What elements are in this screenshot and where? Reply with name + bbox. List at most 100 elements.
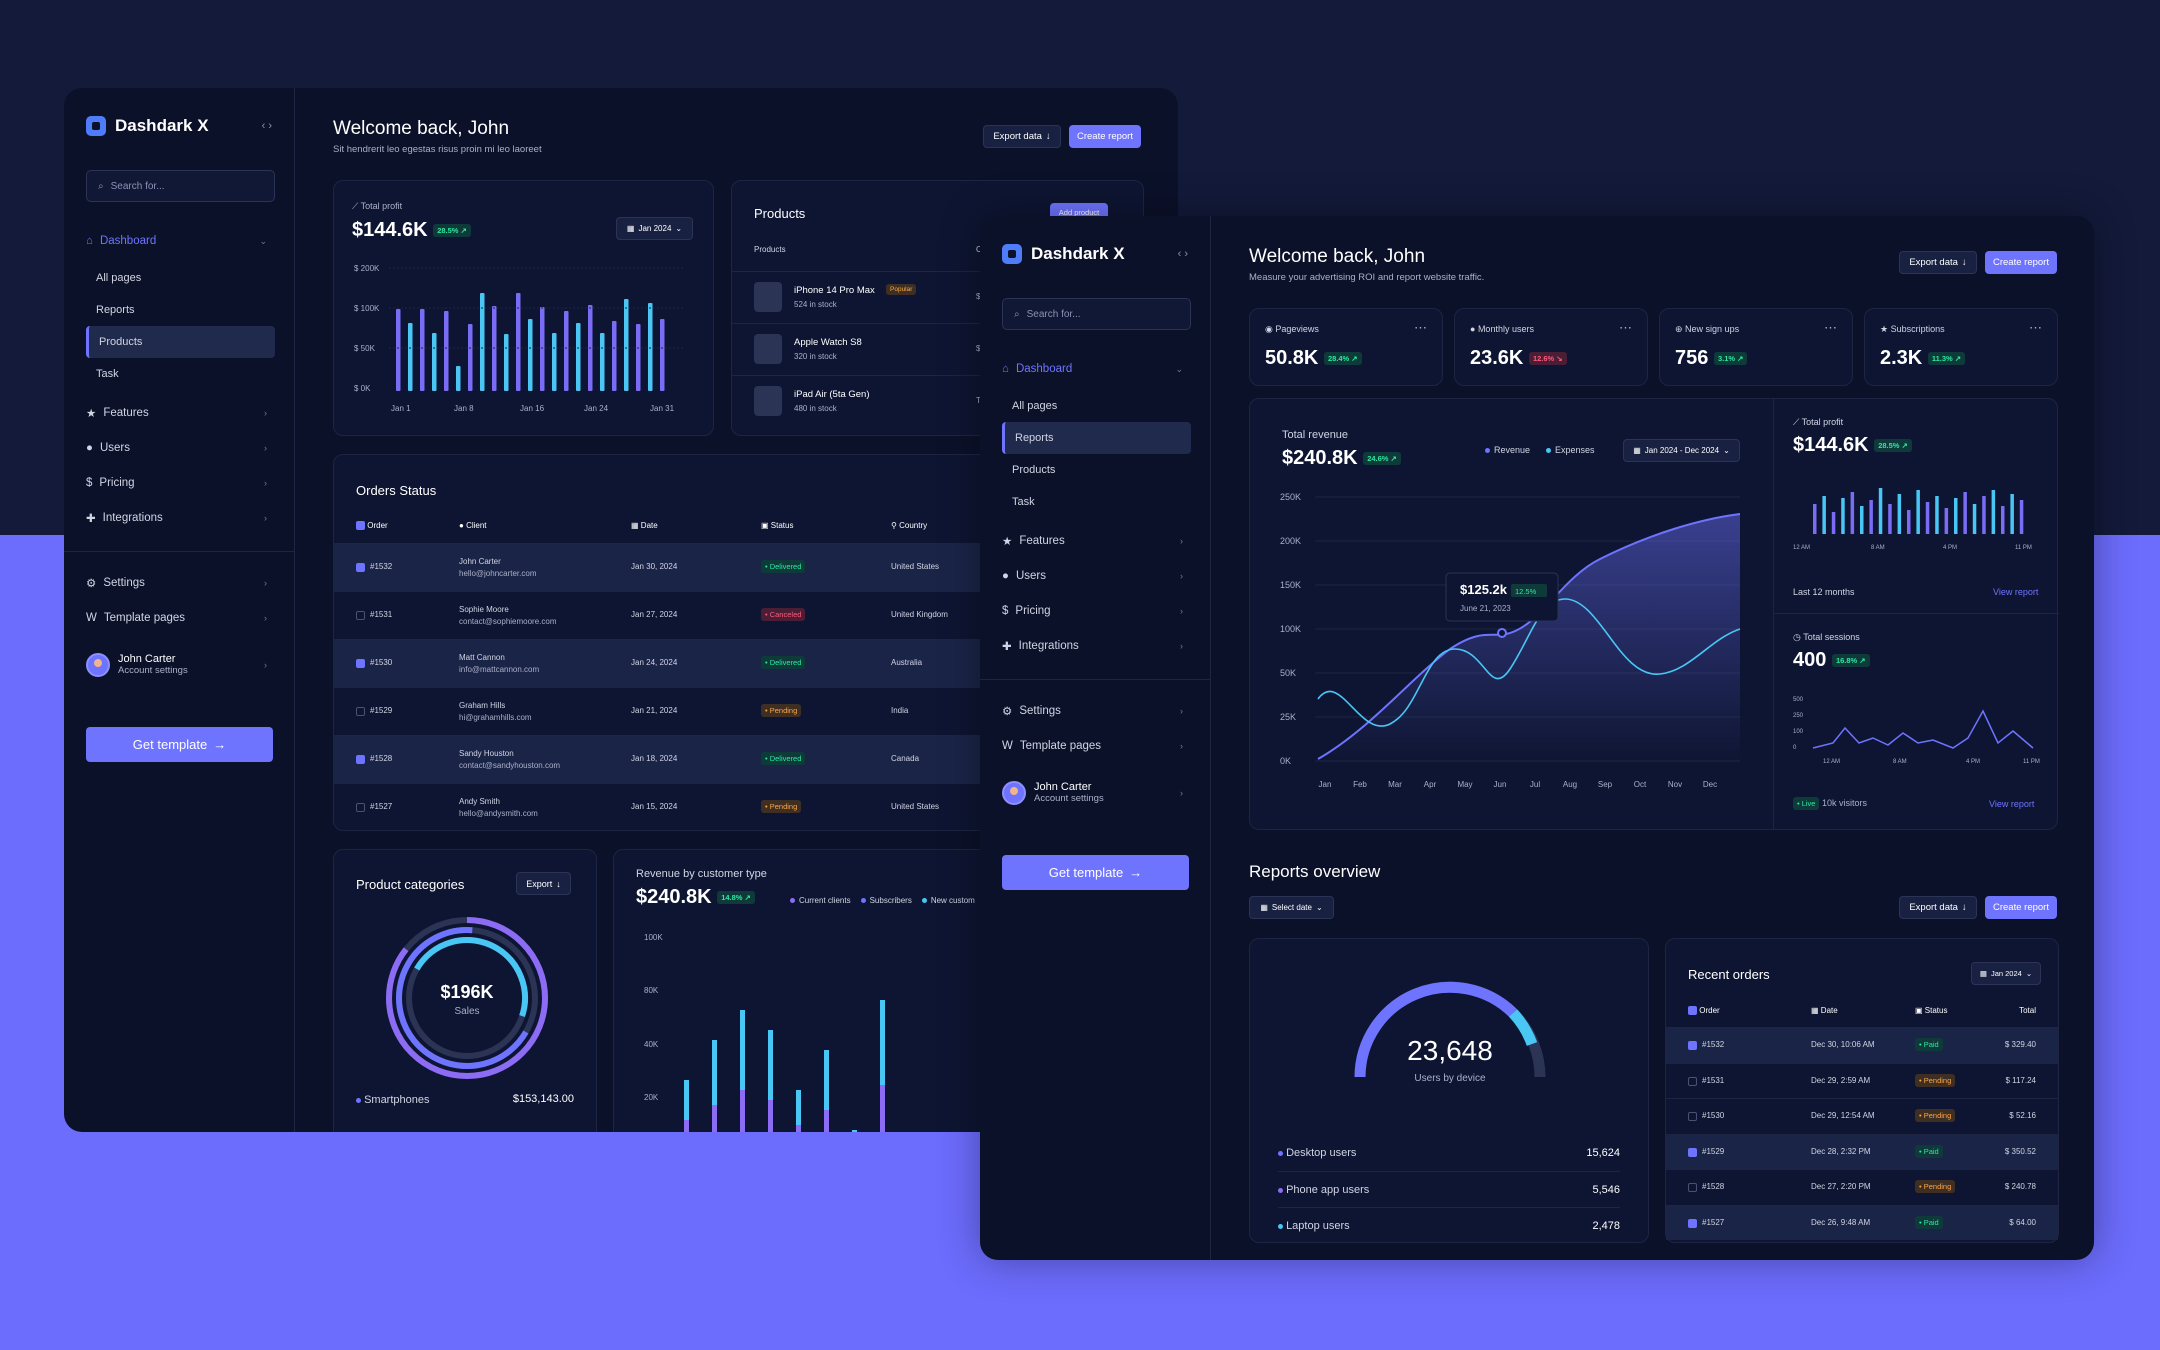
- sidebar-item-users[interactable]: ● Users ›: [1002, 570, 1183, 582]
- profit-bar: [1907, 510, 1911, 534]
- table-row[interactable]: #1530 Dec 29, 12:54 AM • Pending $ 52.16: [1666, 1098, 2058, 1134]
- y-tick: 50K: [1280, 668, 1296, 678]
- sidebar-item-settings[interactable]: ⚙ Settings ›: [1002, 705, 1183, 718]
- more-options-icon[interactable]: ⋯: [1414, 320, 1427, 335]
- row-checkbox[interactable]: [1688, 1112, 1697, 1121]
- get-template-button[interactable]: Get template →: [1002, 855, 1189, 890]
- revcust-bar-chart: 100K 80K 40K 20K: [644, 933, 885, 1132]
- export-data-button[interactable]: Export data ↓: [983, 125, 1061, 148]
- search-input[interactable]: ⌕ Search for...: [1002, 298, 1191, 330]
- sidebar-subitem-all-pages[interactable]: All pages: [1012, 400, 1058, 412]
- collapse-sidebar-icon[interactable]: ‹ ›: [261, 120, 272, 132]
- row-checkbox[interactable]: [356, 563, 365, 572]
- month-select[interactable]: ▦ Jan 2024 ⌄: [1971, 962, 2041, 985]
- row-checkbox[interactable]: [356, 611, 365, 620]
- sidebar-subitem-reports[interactable]: Reports: [1002, 422, 1191, 454]
- chevron-right-icon: ›: [1180, 571, 1183, 581]
- table-row[interactable]: #1531 Sophie Moore contact@sophiemoore.com…: [334, 591, 1143, 639]
- user-account[interactable]: John Carter Account settings ›: [1002, 776, 1191, 810]
- sidebar-item-features[interactable]: ★ Features ›: [86, 407, 267, 420]
- row-checkbox[interactable]: [1688, 1183, 1697, 1192]
- export-data-button[interactable]: Export data ↓: [1899, 251, 1977, 274]
- sidebar-subitem-all-pages[interactable]: All pages: [96, 272, 142, 284]
- avatar: [86, 653, 110, 677]
- sidebar-item-features[interactable]: ★ Features ›: [1002, 535, 1183, 548]
- brand-logo[interactable]: Dashdark X: [1002, 244, 1125, 264]
- table-row[interactable]: #1527 Andy Smith hello@andysmith.com Jan 15…: [334, 783, 1143, 831]
- product-row[interactable]: iPad Air (5ta Gen) 480 in stock T: [732, 375, 1143, 427]
- collapse-sidebar-icon[interactable]: ‹ ›: [1177, 248, 1188, 260]
- create-report-button[interactable]: Create report: [1985, 251, 2057, 274]
- change-badge: 3.1% ↗: [1713, 352, 1748, 366]
- row-checkbox[interactable]: [1688, 1147, 1697, 1157]
- table-row[interactable]: #1527 Dec 26, 9:48 AM • Paid $ 64.00: [1666, 1204, 2058, 1240]
- w-icon: W: [1002, 740, 1013, 752]
- sidebar-subitem-reports[interactable]: Reports: [96, 304, 135, 316]
- export-data-button[interactable]: Export data ↓: [1899, 896, 1977, 919]
- brand-logo[interactable]: Dashdark X: [86, 116, 209, 136]
- sidebar-item-template-pages[interactable]: W Template pages ›: [86, 612, 267, 624]
- more-options-icon[interactable]: ⋯: [1619, 320, 1632, 335]
- y-tick: 150K: [1280, 580, 1301, 590]
- order-date: Dec 26, 9:48 AM: [1811, 1217, 1871, 1227]
- create-report-button[interactable]: Create report: [1985, 896, 2057, 919]
- sidebar-item-pricing[interactable]: $ Pricing ›: [1002, 605, 1183, 617]
- get-template-button[interactable]: Get template →: [86, 727, 273, 762]
- sidebar-item-integrations[interactable]: ✚ Integrations ›: [86, 512, 267, 525]
- table-row[interactable]: #1528 Dec 27, 2:20 PM • Pending $ 240.78: [1666, 1169, 2058, 1205]
- sidebar-subitem-products[interactable]: Products: [86, 326, 275, 358]
- view-report-link[interactable]: View report: [1989, 799, 2035, 809]
- search-input[interactable]: ⌕ Search for...: [86, 170, 275, 202]
- table-row[interactable]: #1531 Dec 29, 2:59 AM • Pending $ 117.24: [1666, 1062, 2058, 1099]
- sidebar-item-pricing[interactable]: $ Pricing ›: [86, 477, 267, 489]
- sidebar-item-settings[interactable]: ⚙ Settings ›: [86, 577, 267, 590]
- product-row[interactable]: iPhone 14 Pro Max Popular 524 in stock $: [732, 271, 1143, 323]
- legend-item: Subscribers: [860, 896, 912, 905]
- dollar-icon: $: [1002, 605, 1009, 617]
- table-row[interactable]: #1529 Dec 28, 2:32 PM • Paid $ 350.52: [1666, 1133, 2058, 1169]
- row-checkbox[interactable]: [356, 803, 365, 812]
- product-row[interactable]: Apple Watch S8 320 in stock $: [732, 323, 1143, 375]
- sidebar-item-users[interactable]: ● Users ›: [86, 442, 267, 454]
- user-account[interactable]: John Carter Account settings ›: [86, 648, 275, 682]
- chevron-right-icon: ›: [264, 513, 267, 523]
- sidebar-item-template-pages[interactable]: W Template pages ›: [1002, 740, 1183, 752]
- row-checkbox[interactable]: [1688, 1076, 1697, 1086]
- sidebar-item-dashboard[interactable]: ⌂ Dashboard ⌄: [1002, 363, 1183, 375]
- stat-label: ◉ Pageviews: [1265, 324, 1319, 334]
- sidebar-item-dashboard[interactable]: ⌂ Dashboard ⌄: [86, 235, 267, 247]
- profit-bar: [660, 319, 665, 391]
- order-date: Jan 30, 2024: [631, 562, 678, 571]
- select-date-button[interactable]: ▦ Select date ⌄: [1249, 896, 1334, 919]
- more-options-icon[interactable]: ⋯: [1824, 320, 1837, 335]
- sidebar-item-integrations[interactable]: ✚ Integrations ›: [1002, 640, 1183, 653]
- sidebar-subitem-task[interactable]: Task: [1012, 496, 1035, 508]
- stat-value: 756: [1675, 347, 1709, 369]
- date-select[interactable]: ▦ Jan 2024 ⌄: [616, 217, 693, 240]
- avatar: [1002, 781, 1026, 805]
- status-badge: • Canceled: [761, 608, 806, 621]
- table-row[interactable]: #1529 Graham Hills hi@grahamhills.com Jan 2…: [334, 687, 1143, 735]
- row-checkbox[interactable]: [356, 755, 365, 764]
- sidebar-subitem-task[interactable]: Task: [96, 368, 119, 380]
- sidebar-subitem-products[interactable]: Products: [1012, 464, 1056, 476]
- select-all-checkbox[interactable]: [356, 521, 365, 531]
- status-badge: • Delivered: [761, 560, 806, 573]
- x-tick: Nov: [1668, 780, 1682, 789]
- total-profit-card: ⟋ Total profit $144.6K 28.5% ↗ ▦ Jan 2024…: [333, 180, 714, 436]
- profit-bar: [408, 323, 413, 391]
- dollar-icon: $: [86, 477, 93, 489]
- row-checkbox[interactable]: [1688, 1218, 1697, 1228]
- profit-bar: [648, 303, 653, 391]
- row-checkbox[interactable]: [356, 707, 365, 716]
- select-all-checkbox[interactable]: [1688, 1006, 1697, 1016]
- export-button[interactable]: Export ↓: [516, 872, 571, 895]
- create-report-button[interactable]: Create report: [1069, 125, 1141, 148]
- row-checkbox[interactable]: [1688, 1041, 1697, 1050]
- more-options-icon[interactable]: ⋯: [2029, 320, 2042, 335]
- chevron-down-icon: ⌄: [1723, 446, 1730, 455]
- row-checkbox[interactable]: [356, 659, 365, 668]
- view-report-link[interactable]: View report: [1993, 587, 2039, 597]
- date-range-select[interactable]: ▦ Jan 2024 - Dec 2024 ⌄: [1623, 439, 1740, 462]
- table-row[interactable]: #1532 Dec 30, 10:06 AM • Paid $ 329.40: [1666, 1027, 2058, 1063]
